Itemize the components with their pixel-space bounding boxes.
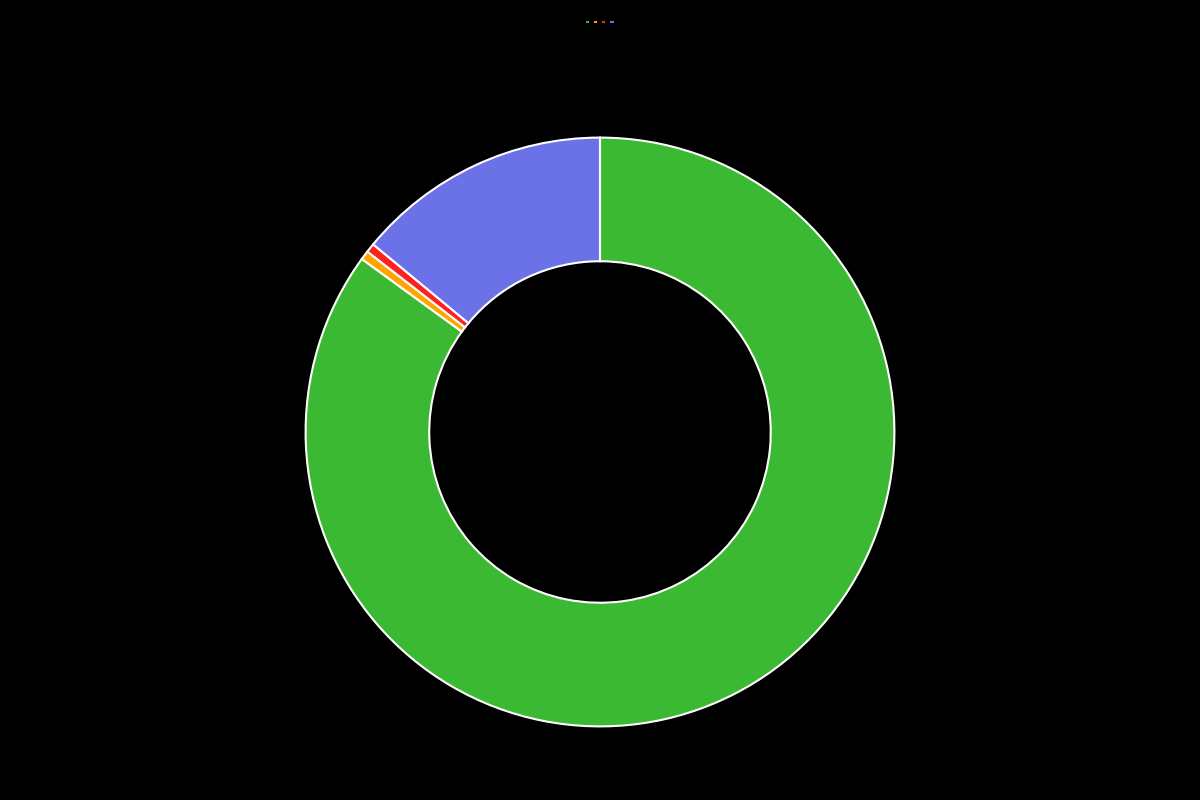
Wedge shape [373,138,600,323]
Wedge shape [367,244,468,327]
Wedge shape [362,251,466,332]
Legend: , , , : , , , [586,21,614,23]
Wedge shape [306,138,894,726]
